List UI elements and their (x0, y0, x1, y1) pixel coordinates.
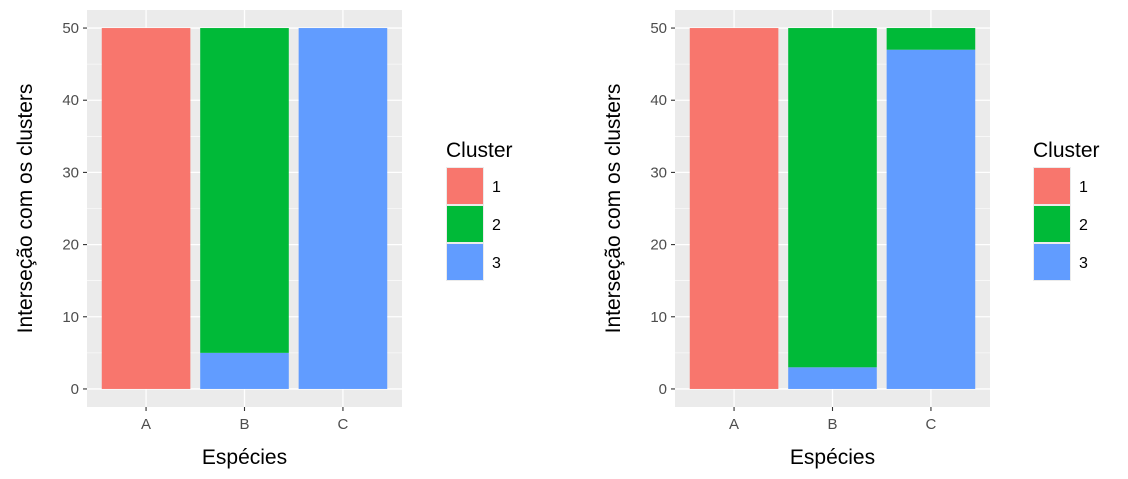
bar-A-cluster-1 (689, 28, 779, 389)
chart-panel-2: 0 10 20 30 40 50 A B C Espécies Interseção com os … (602, 10, 1100, 469)
y-tick-label: 10 (650, 309, 667, 326)
legend-swatch-cluster-1 (447, 168, 483, 204)
legend-label: 1 (492, 179, 501, 196)
bar-C-cluster-2 (886, 28, 976, 50)
bar-B-cluster-3 (788, 367, 877, 389)
legend-title: Cluster (1033, 139, 1100, 162)
y-tick-label: 0 (659, 381, 667, 398)
y-tick-label: 10 (62, 309, 79, 326)
legend-title: Cluster (446, 139, 513, 162)
y-tick-label: 0 (71, 381, 79, 398)
y-axis-title: Interseção com os clusters (602, 84, 625, 334)
legend-swatch-cluster-3 (1034, 244, 1070, 280)
x-tick-label: A (141, 416, 151, 433)
legend-swatch-cluster-1 (1034, 168, 1070, 204)
bar-B-cluster-2 (788, 28, 877, 368)
x-tick-label: B (827, 416, 837, 433)
legend-label: 2 (492, 217, 501, 234)
bar-A-cluster-1 (101, 28, 191, 389)
legend-swatch-cluster-2 (1034, 206, 1070, 242)
x-tick-label: C (338, 416, 349, 433)
bar-C-cluster-3 (298, 28, 388, 389)
y-axis-title: Interseção com os clusters (14, 84, 37, 334)
x-tick-label: B (239, 416, 249, 433)
y-tick-label: 50 (650, 20, 667, 37)
y-tick-label: 20 (62, 237, 79, 254)
x-axis-title: Espécies (790, 446, 875, 469)
legend: Cluster 1 2 3 (1033, 139, 1100, 281)
y-tick-label: 30 (62, 164, 79, 181)
bar-C-cluster-3 (886, 49, 976, 389)
y-tick-label: 30 (650, 164, 667, 181)
y-tick-label: 20 (650, 237, 667, 254)
x-tick-label: C (926, 416, 937, 433)
bar-B-cluster-2 (200, 28, 289, 353)
legend-label: 2 (1079, 217, 1088, 234)
y-tick-label: 40 (650, 92, 667, 109)
bar-B-cluster-3 (200, 352, 289, 389)
legend-label: 1 (1079, 179, 1088, 196)
legend-label: 3 (492, 255, 501, 272)
x-axis-title: Espécies (202, 446, 287, 469)
legend-swatch-cluster-2 (447, 206, 483, 242)
x-tick-label: A (729, 416, 739, 433)
chart-panel-1: 0 10 20 30 40 50 A B C Espécies Interseção com os … (14, 10, 513, 469)
legend: Cluster 1 2 3 (446, 139, 513, 281)
y-tick-label: 50 (62, 20, 79, 37)
y-tick-label: 40 (62, 92, 79, 109)
legend-label: 3 (1079, 255, 1088, 272)
legend-swatch-cluster-3 (447, 244, 483, 280)
